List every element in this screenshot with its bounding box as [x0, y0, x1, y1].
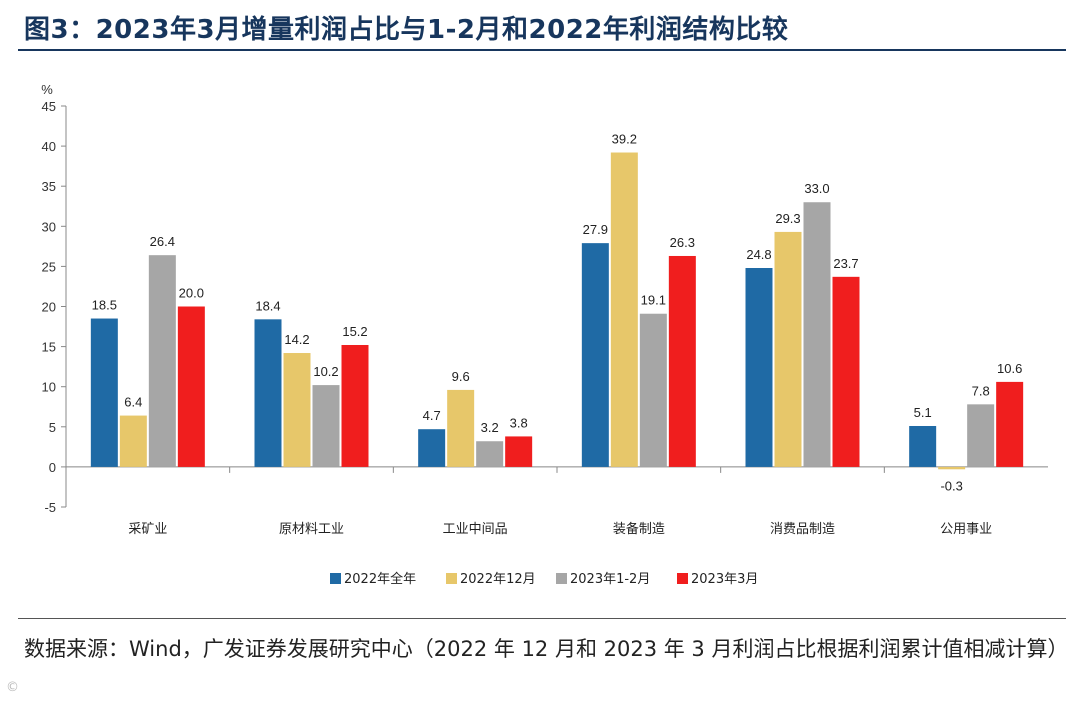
category-label: 原材料工业 — [279, 522, 344, 537]
source-divider — [18, 618, 1066, 619]
y-tick-label: 20 — [42, 300, 56, 315]
bar — [177, 306, 205, 467]
y-tick-label: 5 — [49, 420, 56, 435]
data-label: 18.4 — [255, 298, 280, 313]
bar — [996, 381, 1024, 467]
bar — [610, 152, 638, 467]
legend-label: 2023年3月 — [691, 572, 758, 587]
bar — [90, 318, 118, 467]
y-tick-label: 25 — [42, 259, 56, 274]
bar — [774, 231, 802, 467]
data-label: -0.3 — [940, 478, 962, 493]
bar — [803, 202, 831, 467]
y-axis-unit: % — [41, 82, 53, 97]
legend-swatch — [677, 573, 688, 584]
bar — [505, 436, 533, 467]
data-label: 24.8 — [746, 247, 771, 262]
legend-label: 2022年全年 — [344, 571, 416, 587]
bar — [938, 466, 966, 470]
data-label: 4.7 — [423, 408, 441, 423]
bar — [447, 389, 475, 467]
legend-label: 2022年12月 — [460, 572, 536, 587]
data-label: 10.6 — [997, 361, 1022, 376]
bar — [418, 429, 446, 467]
bar — [668, 255, 696, 467]
data-label: 29.3 — [775, 211, 800, 226]
legend-label: 2023年1-2月 — [570, 572, 650, 587]
bar — [341, 344, 369, 467]
data-label: 27.9 — [583, 222, 608, 237]
bar — [283, 353, 311, 467]
bar — [476, 441, 504, 467]
chart-title: 图3：2023年3月增量利润占比与1-2月和2022年利润结构比较 — [24, 15, 789, 45]
y-tick-label: 30 — [42, 219, 56, 234]
bar-chart: 45 40 35 30 25 20 15 10 5 0 -5% 采矿业 18.5 6.4 26.4 20.0 原… — [41, 82, 1048, 587]
bar — [581, 243, 609, 467]
data-label: 18.5 — [92, 298, 117, 313]
data-label: 19.1 — [641, 293, 666, 308]
legend-swatch — [446, 573, 457, 584]
data-label: 5.1 — [914, 405, 932, 420]
category-label: 公用事业 — [940, 522, 992, 537]
bar — [745, 268, 773, 467]
y-tick-label: 0 — [49, 460, 56, 475]
data-label: 39.2 — [612, 132, 637, 147]
y-tick-label: -5 — [44, 500, 56, 515]
bar — [909, 425, 937, 467]
bar — [148, 255, 176, 467]
category-label: 消费品制造 — [770, 522, 835, 537]
y-tick-label: 35 — [42, 179, 56, 194]
bar — [639, 313, 667, 467]
data-label: 3.8 — [510, 415, 528, 430]
watermark: © — [6, 680, 19, 695]
data-label: 26.3 — [670, 235, 695, 250]
y-tick-label: 15 — [42, 340, 56, 355]
bar — [119, 415, 147, 467]
data-label: 33.0 — [804, 181, 829, 196]
data-label: 9.6 — [452, 369, 470, 384]
data-label: 3.2 — [481, 420, 499, 435]
category-label: 采矿业 — [128, 522, 167, 537]
category-label: 装备制造 — [613, 521, 665, 537]
legend-swatch — [556, 573, 567, 584]
legend-swatch — [330, 573, 341, 584]
y-tick-label: 40 — [42, 139, 56, 154]
y-tick-label: 45 — [42, 99, 56, 114]
data-label: 15.2 — [342, 324, 367, 339]
data-label: 20.0 — [179, 286, 204, 301]
data-label: 6.4 — [124, 395, 142, 410]
data-label: 23.7 — [833, 256, 858, 271]
title-divider — [18, 49, 1066, 51]
category-label: 工业中间品 — [443, 522, 508, 537]
data-label: 26.4 — [150, 234, 175, 249]
data-label: 14.2 — [284, 332, 309, 347]
source-note: 数据来源：Wind，广发证券发展研究中心（2022 年 12 月和 2023 年… — [24, 637, 1069, 661]
data-label: 10.2 — [313, 364, 338, 379]
data-label: 7.8 — [972, 383, 990, 398]
y-tick-label: 10 — [42, 380, 56, 395]
bar — [967, 404, 995, 467]
bar — [832, 276, 860, 467]
bar — [312, 385, 340, 467]
bar — [254, 319, 282, 467]
